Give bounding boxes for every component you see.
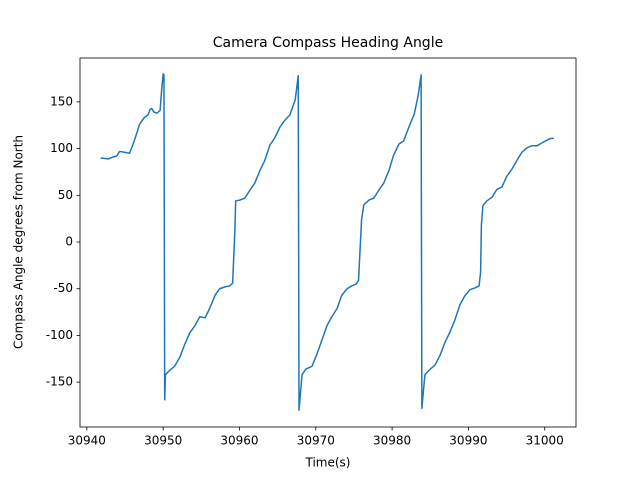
data-line	[100, 73, 554, 411]
x-tick-label: 30970	[297, 434, 335, 448]
y-tick-label: -100	[46, 328, 73, 342]
x-tick-label: 30950	[144, 434, 182, 448]
x-tick-label: 30980	[373, 434, 411, 448]
y-tick-label: 100	[50, 141, 73, 155]
x-tick-label: 31000	[526, 434, 564, 448]
y-axis-label: Compass Angle degrees from North	[12, 135, 26, 349]
x-tick-label: 30940	[68, 434, 106, 448]
y-tick-label: 50	[58, 188, 73, 202]
x-tick-label: 30960	[220, 434, 258, 448]
chart-title: Camera Compass Heading Angle	[213, 35, 443, 51]
y-tick-label: -150	[46, 375, 73, 389]
x-tick-label: 30990	[449, 434, 487, 448]
y-tick-label: -50	[53, 281, 73, 295]
axes-frame	[79, 57, 577, 428]
y-tick-label: 150	[50, 94, 73, 108]
x-axis-label: Time(s)	[305, 456, 351, 470]
y-tick-label: 0	[65, 235, 73, 249]
